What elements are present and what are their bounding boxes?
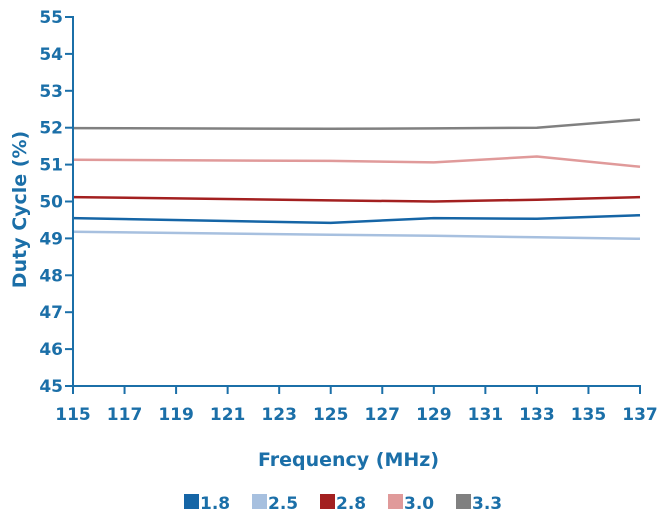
y-tick-label: 45 — [39, 377, 63, 397]
y-axis-title: Duty Cycle (%) — [9, 131, 31, 288]
x-tick-label: 133 — [519, 405, 555, 425]
x-tick-label: 129 — [416, 405, 452, 425]
legend-label-2-5: 2.5 — [268, 494, 298, 514]
legend: 1.8 2.5 2.8 3.0 3.3 — [184, 494, 502, 514]
legend-label-2-8: 2.8 — [336, 494, 366, 514]
y-tick-label: 55 — [39, 8, 63, 28]
series-line-2-5 — [72, 230, 641, 241]
x-tick-label: 123 — [261, 405, 297, 425]
series-line-2-8 — [72, 195, 641, 203]
legend-swatch-2-8 — [320, 494, 335, 509]
x-tick-label: 137 — [622, 405, 658, 425]
y-tick-label: 46 — [39, 340, 63, 360]
y-tick-label: 47 — [39, 303, 63, 323]
legend-swatch-2-5 — [252, 494, 267, 509]
legend-swatch-3-3 — [456, 494, 471, 509]
legend-label-3-0: 3.0 — [404, 494, 434, 514]
x-axis-title: Frequency (MHz) — [258, 449, 439, 471]
x-axis-ticks: 115 117 119 121 123 125 127 129 131 133 135 137 — [55, 386, 658, 425]
x-tick-label: 127 — [365, 405, 401, 425]
series-line-1-8 — [72, 213, 641, 225]
y-tick-label: 48 — [39, 266, 63, 286]
y-axis-ticks: 45 46 47 48 49 50 51 52 53 54 55 — [39, 8, 73, 397]
y-tick-label: 54 — [39, 45, 63, 65]
x-tick-label: 117 — [107, 405, 143, 425]
x-tick-label: 115 — [55, 405, 91, 425]
y-tick-label: 51 — [39, 156, 63, 176]
legend-swatch-3-0 — [388, 494, 403, 509]
x-tick-label: 131 — [468, 405, 504, 425]
x-tick-label: 135 — [571, 405, 607, 425]
x-tick-label: 125 — [313, 405, 349, 425]
y-tick-label: 50 — [39, 193, 63, 213]
legend-label-1-8: 1.8 — [200, 494, 230, 514]
y-tick-label: 49 — [39, 229, 63, 249]
plot-lines — [72, 118, 641, 241]
legend-swatch-1-8 — [184, 494, 199, 509]
legend-label-3-3: 3.3 — [472, 494, 502, 514]
y-tick-label: 52 — [39, 119, 63, 139]
series-line-3-0 — [72, 155, 641, 169]
x-tick-label: 121 — [210, 405, 246, 425]
x-tick-label: 119 — [158, 405, 194, 425]
y-tick-label: 53 — [39, 82, 63, 102]
series-line-3-3 — [72, 118, 641, 131]
